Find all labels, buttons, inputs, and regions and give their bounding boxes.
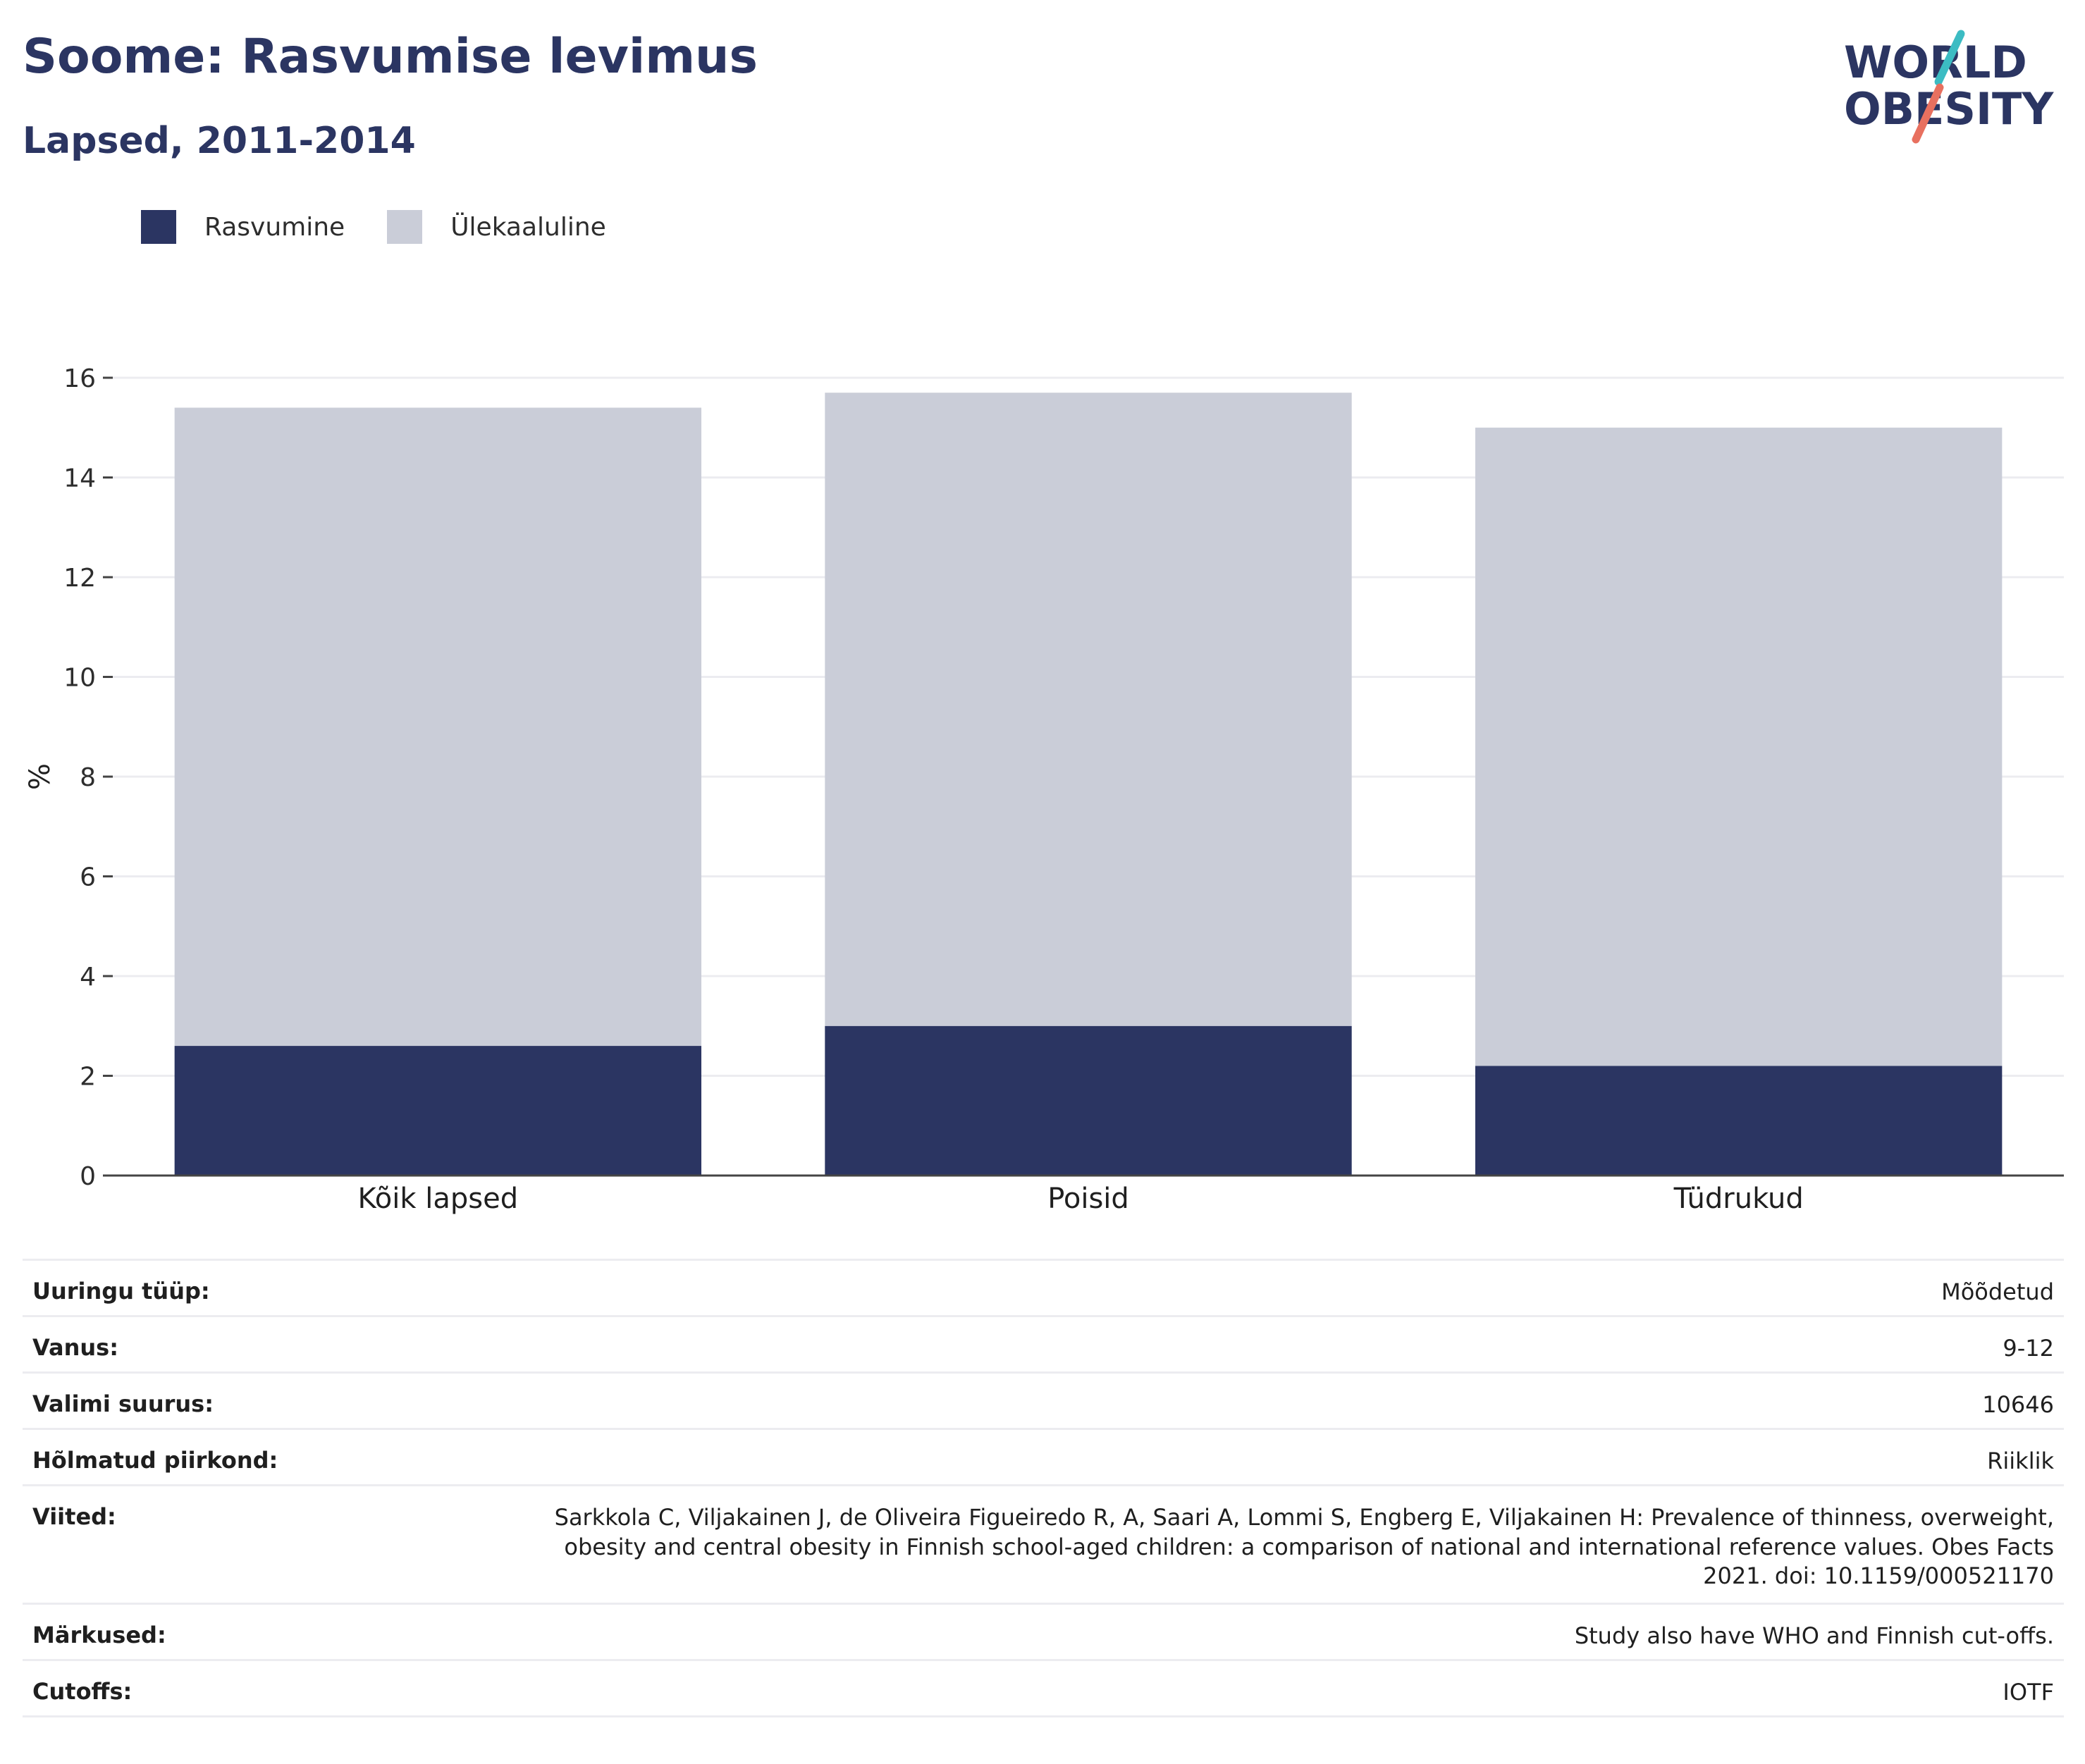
info-value: 10646 [516,1371,2064,1429]
info-value: Mõõdetud [516,1259,2064,1316]
info-row-region: Hõlmatud piirkond: Riiklik [23,1428,2064,1486]
y-tick-label: 2 [80,1063,96,1092]
info-row-notes: Märkused: Study also have WHO and Finnis… [23,1603,2064,1660]
info-value: IOTF [516,1659,2064,1717]
info-label: Hõlmatud piirkond: [23,1428,516,1486]
info-label: Vanus: [23,1315,516,1373]
x-tick-label: Tüdrukud [1673,1183,1804,1215]
bar-obesity [825,1025,1352,1176]
legend-swatch-obesity [141,210,176,244]
y-tick-label: 8 [80,763,96,792]
info-label: Valimi suurus: [23,1371,516,1429]
logo-slash-coral [1912,83,1944,144]
info-label: Cutoffs: [23,1659,516,1717]
info-row-age: Vanus: 9-12 [23,1315,2064,1373]
bar-obesity [174,1046,702,1176]
info-value[interactable]: Sarkkola C, Viljakainen J, de Oliveira F… [516,1484,2064,1604]
x-tick-label: Kõik lapsed [358,1183,519,1215]
legend-item-obesity[interactable]: Rasvumine [141,210,345,244]
info-label: Märkused: [23,1603,516,1660]
info-row-references: Viited: Sarkkola C, Viljakainen J, de Ol… [23,1484,2064,1604]
bar-obesity [1475,1066,2003,1176]
y-tick-label: 12 [63,564,96,593]
y-tick-label: 10 [63,664,96,693]
bar-overweight [1475,427,2003,1066]
info-label: Viited: [23,1484,516,1604]
y-tick-label: 0 [80,1162,96,1191]
y-tick-label: 4 [80,963,96,992]
y-tick-label: 6 [80,863,96,892]
info-row-study-type: Uuringu tüüp: Mõõdetud [23,1259,2064,1316]
world-obesity-logo: WORLD OBESITY [1844,30,2054,144]
info-value: 9-12 [516,1315,2064,1373]
bar-chart: 0 2 4 6 8 10 12 14 16% Kõik lapsed Poisid Tüdrukud [24,364,2064,1215]
bar-overweight [174,407,702,1047]
logo-slash-teal [1934,30,1965,86]
bar-overweight [825,393,1352,1026]
info-row-cutoffs: Cutoffs: IOTF [23,1659,2064,1717]
study-info-table: Uuringu tüüp: Mõõdetud Vanus: 9-12 Valim… [23,1259,2064,1717]
x-tick-label: Poisid [1047,1183,1129,1215]
chart-subtitle: Lapsed, 2011-2014 [23,120,416,162]
logo-line2: OBESITY [1844,83,2054,135]
legend-label-overweight: Ülekaaluline [450,212,606,242]
y-axis-label: % [24,763,56,790]
y-tick-label: 16 [63,364,96,393]
legend-label-obesity: Rasvumine [204,212,345,242]
legend-swatch-overweight [387,210,423,244]
info-row-sample-size: Valimi suurus: 10646 [23,1371,2064,1429]
info-value: Study also have WHO and Finnish cut-offs… [516,1603,2064,1660]
info-value: Riiklik [516,1428,2064,1486]
legend-item-overweight[interactable]: Ülekaaluline [387,210,606,244]
chart-legend: Rasvumine Ülekaaluline [141,210,648,244]
y-tick-label: 14 [63,464,96,493]
info-label: Uuringu tüüp: [23,1259,516,1316]
chart-title: Soome: Rasvumise levimus [23,29,758,85]
